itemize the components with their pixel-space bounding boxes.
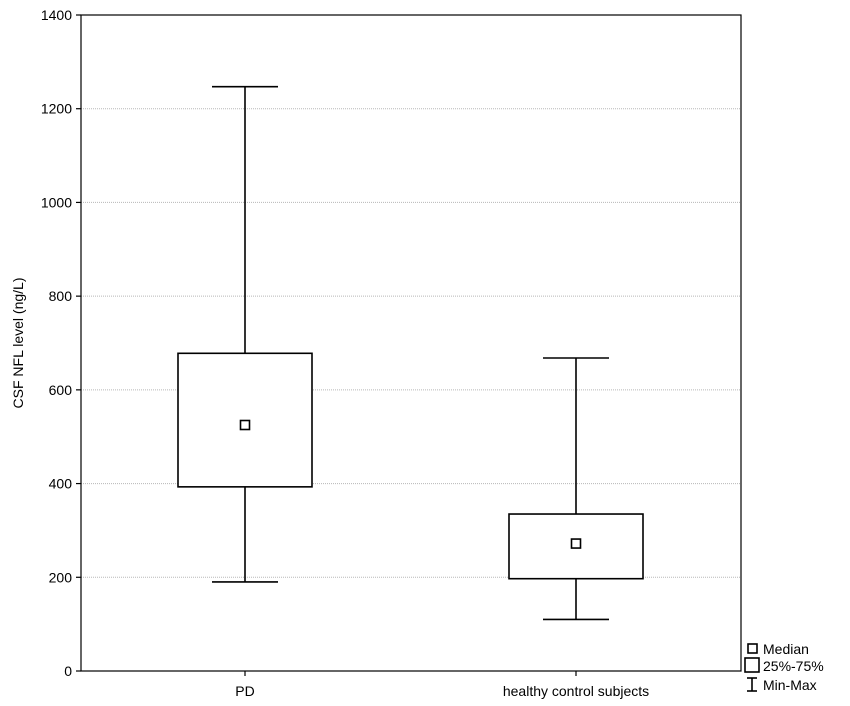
legend-whisker-icon xyxy=(747,677,757,692)
grid-layer xyxy=(81,108,741,578)
box-group-pd xyxy=(177,85,313,583)
y-axis-ticks: 0 200 400 600 800 1000 1200 1400 xyxy=(41,7,81,679)
y-tick-label: 1000 xyxy=(41,194,72,210)
x-tick-label: PD xyxy=(235,683,254,699)
y-tick-label: 1400 xyxy=(41,7,72,23)
y-axis-title: CSF NFL level (ng/L) xyxy=(10,278,26,409)
legend: Median 25%-75% Min-Max xyxy=(744,641,824,693)
legend-box-icon xyxy=(744,657,760,673)
y-tick-label: 1200 xyxy=(41,101,72,117)
box-group-healthy-control xyxy=(508,357,644,621)
y-tick-label: 600 xyxy=(49,382,73,398)
median-marker xyxy=(239,419,251,431)
y-tick-label: 0 xyxy=(64,663,72,679)
plot-frame xyxy=(80,14,742,672)
legend-box-label: 25%-75% xyxy=(763,658,824,674)
box-layer xyxy=(177,85,644,621)
y-tick-label: 200 xyxy=(49,569,73,585)
y-tick-label: 400 xyxy=(49,476,73,492)
legend-minmax-label: Min-Max xyxy=(763,677,817,693)
legend-median-icon xyxy=(747,643,758,654)
y-tick-label: 800 xyxy=(49,288,73,304)
x-axis-ticks: PD healthy control subjects xyxy=(235,671,649,699)
median-marker xyxy=(570,538,582,549)
x-tick-label: healthy control subjects xyxy=(503,683,649,699)
legend-median-label: Median xyxy=(763,641,809,657)
